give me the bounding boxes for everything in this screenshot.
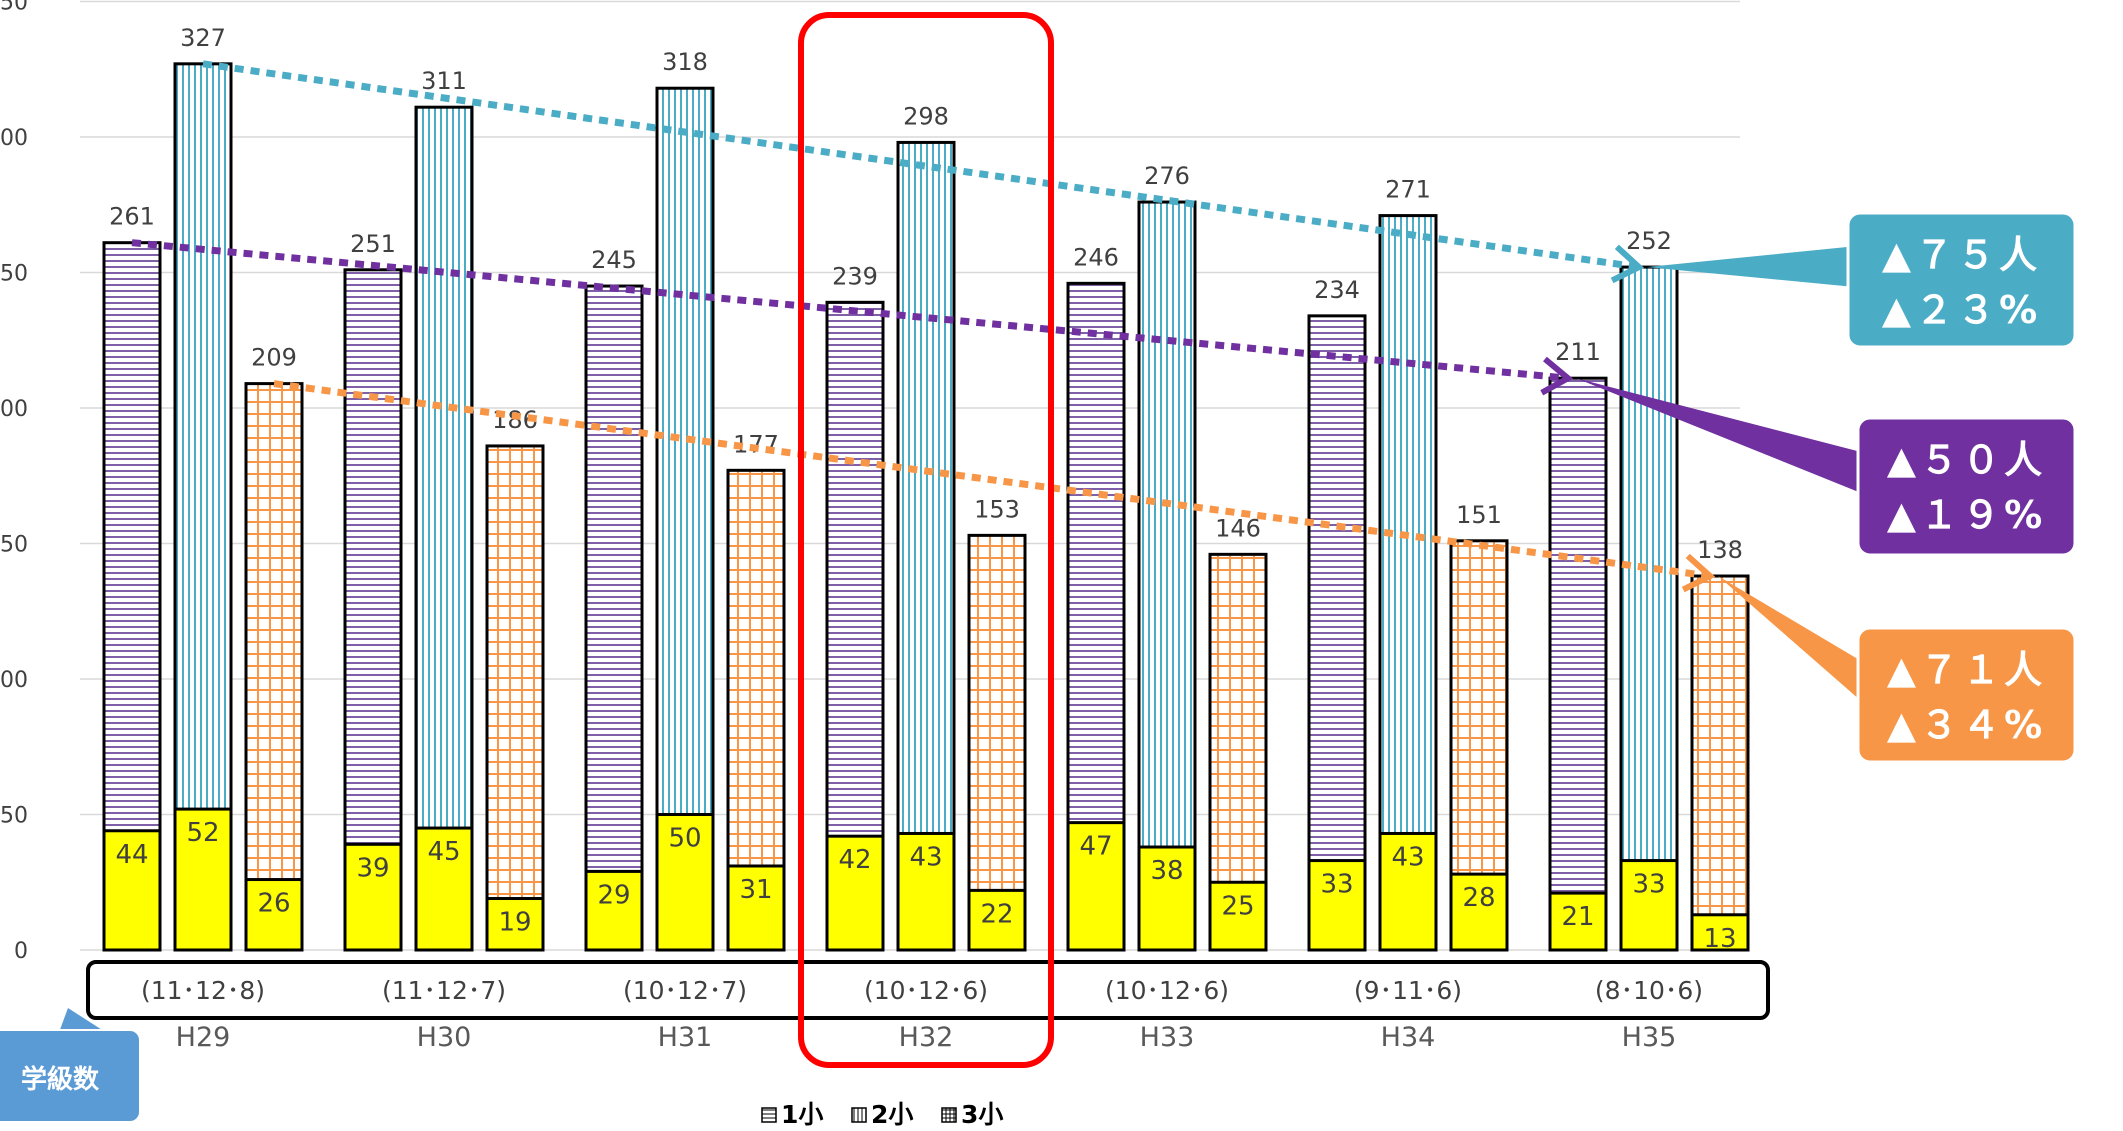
data-label-total: 245 [591, 246, 637, 274]
bar-1小-H31 [586, 286, 642, 950]
x-tick-label: H35 [1622, 1022, 1677, 1053]
bar-2小-H33 [1139, 202, 1195, 950]
callouts: ▲７５人 ▲２３% ▲５０人 ▲１９% ▲７１人 ▲３４% 学級数 [0, 213, 2075, 1122]
legend-swatch-3小 [942, 1108, 956, 1122]
data-label-inner: 47 [1079, 832, 1112, 862]
callout-line-1: ▲７５人 [1882, 233, 2041, 277]
data-label-inner: 44 [115, 840, 148, 870]
data-label-inner: 50 [668, 824, 701, 854]
data-label-inner: 25 [1221, 891, 1254, 921]
x-tick-label: H32 [899, 1022, 954, 1053]
data-label-total: 311 [421, 67, 467, 95]
data-label-inner: 28 [1462, 883, 1495, 913]
y-tick-label: 350 [0, 0, 28, 16]
data-label-inner: 33 [1320, 870, 1353, 900]
y-tick-label: 300 [0, 126, 28, 151]
data-label-inner: 45 [427, 837, 460, 867]
class-count-note-text: 学級数 [21, 1064, 100, 1095]
data-label-total: 271 [1385, 176, 1431, 204]
data-label-total: 151 [1456, 501, 1502, 529]
y-tick-label: 200 [0, 397, 28, 422]
bar-2小-H30 [416, 107, 472, 950]
legend-swatch-1小 [762, 1108, 776, 1122]
data-label-inner: 39 [356, 853, 389, 883]
class-count-label: (8･10･6) [1595, 976, 1703, 1005]
data-label-inner: 43 [909, 842, 942, 872]
data-label-total: 318 [662, 48, 708, 76]
y-tick-label: 100 [0, 668, 28, 693]
bar-3小-H30 [487, 446, 543, 950]
bar-3小-H35 [1692, 576, 1748, 950]
class-count-label: (11･12･7) [382, 976, 506, 1005]
legend-label-3小: 3小 [961, 1100, 1003, 1129]
data-label-total: 251 [350, 230, 396, 258]
y-tick-label: 50 [0, 804, 28, 829]
callout-line-2: ▲２３% [1882, 288, 2041, 332]
legend-label-2小: 2小 [871, 1100, 913, 1129]
legend: 1小 2小 3小 [762, 1100, 1003, 1129]
data-label-inner: 31 [739, 875, 772, 905]
bar-1小-H35 [1550, 378, 1606, 950]
data-label-inner: 33 [1632, 870, 1665, 900]
data-label-inner: 43 [1391, 842, 1424, 872]
callout-line-2: ▲１９% [1887, 493, 2046, 537]
callout-pointer [1576, 378, 1862, 493]
y-axis-ticks: 0 50 100 150 200 250 300 350 [0, 0, 28, 964]
legend-label-1小: 1小 [781, 1100, 823, 1129]
legend-swatch-2小 [852, 1108, 866, 1122]
data-label-total: 246 [1073, 243, 1119, 271]
bar-2小-H32 [898, 142, 954, 950]
data-label-total: 146 [1215, 514, 1261, 542]
x-tick-label: H29 [176, 1022, 231, 1053]
data-label-total: 261 [109, 203, 155, 231]
data-label-inner: 21 [1561, 902, 1594, 932]
data-label-total: 298 [903, 102, 949, 130]
data-label-inner: 42 [838, 845, 871, 875]
y-tick-label: 0 [14, 939, 28, 964]
bar-3小-H29 [246, 384, 302, 950]
data-label-inner: 38 [1150, 856, 1183, 886]
x-tick-label: H31 [658, 1022, 713, 1053]
data-label-total: 138 [1697, 536, 1743, 564]
callout-line-2: ▲３４% [1887, 703, 2046, 747]
callout-line-1: ▲５０人 [1887, 438, 2046, 482]
data-label-total: 234 [1314, 276, 1360, 304]
bar-3小-H32 [969, 535, 1025, 950]
bar-1小-H34 [1309, 316, 1365, 950]
data-label-inner: 29 [597, 880, 630, 910]
y-tick-label: 250 [0, 262, 28, 287]
class-count-label: (10･12･7) [623, 976, 747, 1005]
data-label-total: 239 [832, 262, 878, 290]
data-label-total: 209 [251, 344, 297, 372]
data-label-inner: 13 [1703, 924, 1736, 954]
callout-line-1: ▲７１人 [1887, 648, 2046, 692]
data-label-total: 327 [180, 24, 226, 52]
data-label-inner: 22 [980, 899, 1013, 929]
bar-2小-H35 [1621, 267, 1677, 950]
data-label-inner: 19 [498, 908, 531, 938]
data-label-total: 153 [974, 495, 1020, 523]
data-label-inner: 52 [186, 818, 219, 848]
data-label-total: 211 [1555, 338, 1601, 366]
data-label-inner: 26 [257, 889, 290, 919]
class-count-label: (10･12･6) [1105, 976, 1229, 1005]
class-count-label: (10･12･6) [864, 976, 988, 1005]
x-tick-label: H34 [1381, 1022, 1436, 1053]
y-tick-label: 150 [0, 533, 28, 558]
class-count-label: (11･12･8) [141, 976, 265, 1005]
x-tick-label: H33 [1140, 1022, 1195, 1053]
class-count-label: (9･11･6) [1354, 976, 1462, 1005]
data-label-total: 252 [1626, 227, 1672, 255]
x-tick-label: H30 [417, 1022, 472, 1053]
data-label-total: 276 [1144, 162, 1190, 190]
